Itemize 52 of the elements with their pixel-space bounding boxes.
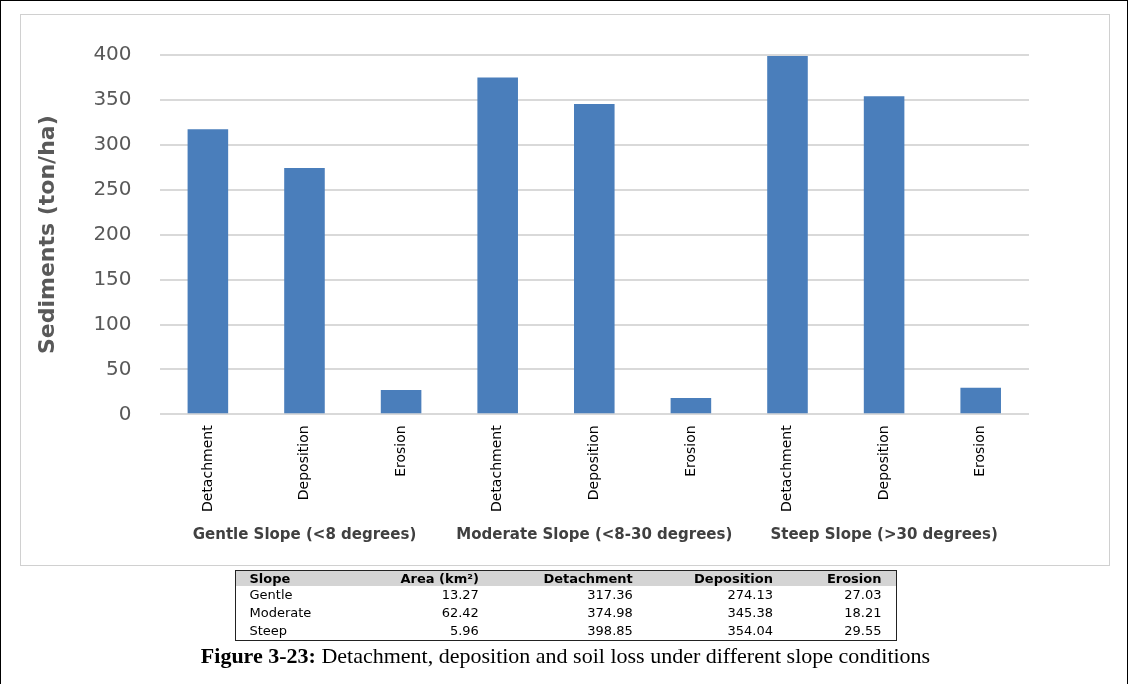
- y-tick-label: 150: [93, 265, 132, 290]
- bar: [284, 168, 325, 414]
- category-label: Deposition: [646, 570, 787, 586]
- text: 274.13: [726, 586, 774, 604]
- text: 18.21: [843, 604, 883, 622]
- text: Gentle: [248, 586, 294, 604]
- bar: [863, 96, 905, 414]
- text: 27.03: [843, 586, 883, 604]
- text: 317.36: [586, 586, 634, 604]
- bar: [767, 56, 808, 414]
- x-tick-label: Detachment: [488, 424, 505, 513]
- y-tick-label: 400: [93, 41, 132, 66]
- x-tick-label: Erosion: [971, 425, 988, 477]
- x-tick-label: Detachment: [778, 424, 795, 513]
- text: 354.04: [726, 622, 774, 640]
- y-tick-label: 50: [106, 355, 132, 380]
- x-tick-label: Detachment: [198, 424, 215, 513]
- text: Steep Slope (>30 degrees): [770, 524, 998, 543]
- y-tick-label: 200: [93, 220, 132, 245]
- y-tick-label: 0: [118, 400, 132, 425]
- x-tick-label: Deposition: [584, 425, 601, 501]
- text: 62.42: [440, 604, 480, 622]
- bar: [960, 387, 1001, 414]
- text: 5.96: [448, 622, 480, 640]
- bar: [574, 104, 615, 414]
- category-label: Slope: [235, 570, 354, 586]
- y-axis-title: Sediments (ton/ha): [33, 115, 59, 355]
- category-label: Erosion: [786, 570, 896, 586]
- text: Steep: [248, 622, 289, 640]
- text: Moderate: [248, 604, 313, 622]
- text: 345.38: [726, 604, 774, 622]
- y-tick-label: 250: [93, 175, 132, 200]
- category-label: Area (km²): [353, 570, 493, 586]
- bar: [187, 129, 229, 414]
- x-tick-label: Deposition: [874, 425, 891, 501]
- category-label: Detachment: [492, 570, 647, 586]
- y-tick-label: 350: [93, 86, 132, 111]
- x-tick-label: Erosion: [681, 425, 698, 477]
- text: Moderate Slope (<8-30 degrees): [456, 524, 733, 543]
- text: 374.98: [586, 604, 634, 622]
- text: 398.85: [586, 622, 634, 640]
- y-tick-label: 100: [93, 310, 132, 335]
- x-tick-label: Deposition: [295, 425, 312, 501]
- text: Gentle Slope (<8 degrees): [192, 524, 417, 543]
- bar: [380, 390, 422, 414]
- bar: [477, 77, 518, 414]
- y-tick-label: 300: [93, 131, 132, 156]
- x-tick-label: Erosion: [391, 425, 408, 477]
- text: 29.55: [843, 622, 883, 640]
- caption: Figure 3-23: Detachment, deposition and soil loss under different slope conditions: [199, 643, 932, 669]
- text: 13.27: [440, 586, 480, 604]
- bar: [670, 398, 712, 414]
